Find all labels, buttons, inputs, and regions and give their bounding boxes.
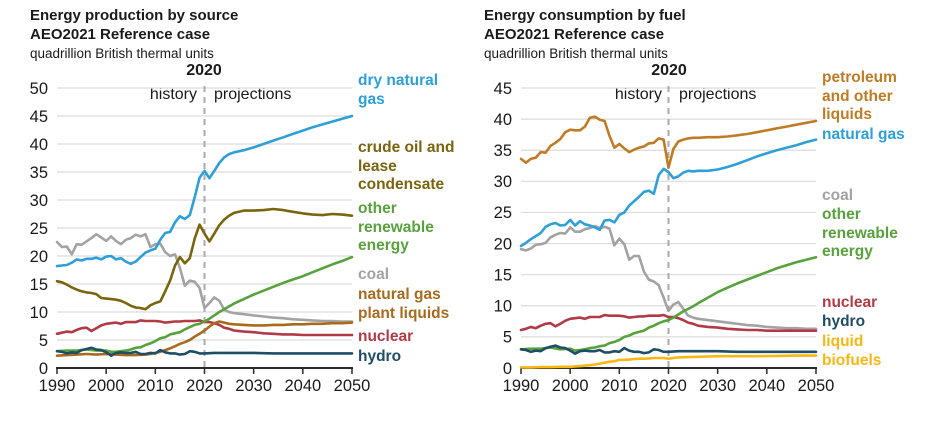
production-chart-panel: Energy production by source AEO2021 Refe…: [30, 7, 455, 365]
consumption-y-tick-label-45: 45: [494, 80, 512, 98]
legend-crude-oil-lease-condensate: crude oil and lease condensate: [358, 139, 455, 193]
consumption-chart-subtitle: quadrillion British thermal units: [484, 46, 668, 61]
consumption-history-label: history: [614, 86, 662, 103]
consumption-divider-year-label: 2020: [651, 62, 687, 79]
consumption-chart-title-line1: Energy consumption by fuel: [484, 7, 686, 24]
consumption-projections-label: projections: [679, 86, 757, 103]
legend-natural-gas-plant-liquids: natural gas plant liquids: [358, 286, 450, 322]
consumption-x-tick-label-1990: 1990: [503, 377, 540, 395]
legend-petroleum-and-other-liquids: petroleum and other liquids: [822, 69, 897, 123]
production-y-tick-label-5: 5: [39, 332, 48, 350]
consumption-y-tick-label-20: 20: [494, 235, 512, 253]
production-x-tick-label-1990: 1990: [39, 377, 76, 395]
production-x-tick-label-2020: 2020: [186, 377, 223, 395]
consumption-x-tick-label-2010: 2010: [601, 377, 638, 395]
legend-coal: coal: [822, 187, 854, 204]
consumption-y-tick-label-30: 30: [494, 173, 512, 191]
production-divider-year-label: 2020: [186, 62, 222, 79]
consumption-x-tick-label-2000: 2000: [552, 377, 589, 395]
consumption-x-tick-label-2020: 2020: [650, 377, 687, 395]
consumption-chart-title-line2: AEO2021 Reference case: [484, 26, 665, 43]
production-series-line-natural-gas-plant-liquids: [55, 320, 354, 358]
production-y-tick-label-25: 25: [30, 220, 48, 238]
consumption-y-tick-label-5: 5: [503, 329, 512, 347]
production-series-line-crude-oil-lease-condensate: [55, 207, 354, 311]
production-series-line-coal: [55, 232, 354, 323]
consumption-series-line-nuclear: [519, 313, 818, 333]
production-history-label: history: [149, 86, 197, 103]
consumption-series-line-coal: [519, 224, 818, 331]
production-y-tick-label-10: 10: [30, 304, 48, 322]
legend-hydro: hydro: [822, 313, 866, 330]
production-chart-title-line2: AEO2021 Reference case: [30, 26, 211, 43]
production-y-tick-label-35: 35: [30, 164, 48, 182]
legend-other-renewable-energy: other renewable energy: [822, 206, 898, 260]
consumption-series-line-liquid-biofuels: [519, 354, 818, 369]
production-x-tick-label-2000: 2000: [88, 377, 125, 395]
production-series-line-dry-natural-gas: [55, 114, 354, 268]
legend-dry-natural-gas: dry natural gas: [358, 72, 439, 108]
legend-other-renewable-energy: other renewable energy: [358, 200, 434, 254]
consumption-x-tick-label-2040: 2040: [748, 377, 785, 395]
consumption-y-tick-label-15: 15: [494, 266, 512, 284]
consumption-x-tick-label-2050: 2050: [798, 377, 835, 395]
production-x-tick-label-2050: 2050: [334, 377, 371, 395]
production-y-tick-label-30: 30: [30, 192, 48, 210]
consumption-y-tick-label-40: 40: [494, 111, 512, 129]
consumption-series-line-hydro: [519, 344, 818, 356]
production-projections-label: projections: [214, 86, 292, 103]
legend-nuclear: nuclear: [822, 294, 878, 311]
legend-hydro: hydro: [358, 348, 402, 365]
legend-liquid-biofuels: liquid biofuels: [822, 333, 882, 369]
consumption-y-tick-label-0: 0: [503, 360, 512, 378]
consumption-series-line-natural-gas: [519, 138, 818, 248]
consumption-y-tick-label-35: 35: [494, 142, 512, 160]
production-chart-title-line1: Energy production by source: [30, 7, 239, 24]
legend-coal: coal: [358, 266, 390, 283]
production-y-tick-label-45: 45: [30, 108, 48, 126]
production-y-tick-label-15: 15: [30, 276, 48, 294]
production-x-tick-label-2040: 2040: [284, 377, 321, 395]
production-y-tick-label-40: 40: [30, 136, 48, 154]
consumption-y-tick-label-25: 25: [494, 204, 512, 222]
production-chart-subtitle: quadrillion British thermal units: [30, 46, 214, 61]
legend-natural-gas: natural gas: [822, 126, 905, 143]
production-series-line-hydro: [55, 346, 354, 358]
consumption-chart-panel: Energy consumption by fuel AEO2021 Refer…: [468, 0, 936, 432]
production-y-tick-label-50: 50: [30, 80, 48, 98]
legend-nuclear: nuclear: [358, 328, 414, 345]
production-y-tick-label-0: 0: [39, 360, 48, 378]
production-x-tick-label-2010: 2010: [137, 377, 174, 395]
consumption-x-tick-label-2030: 2030: [699, 377, 736, 395]
consumption-y-tick-label-10: 10: [494, 298, 512, 316]
production-y-tick-label-20: 20: [30, 248, 48, 266]
consumption-series-line-petroleum-and-other-liquids: [519, 115, 818, 169]
production-x-tick-label-2030: 2030: [235, 377, 272, 395]
production-series-line-nuclear: [55, 319, 354, 337]
